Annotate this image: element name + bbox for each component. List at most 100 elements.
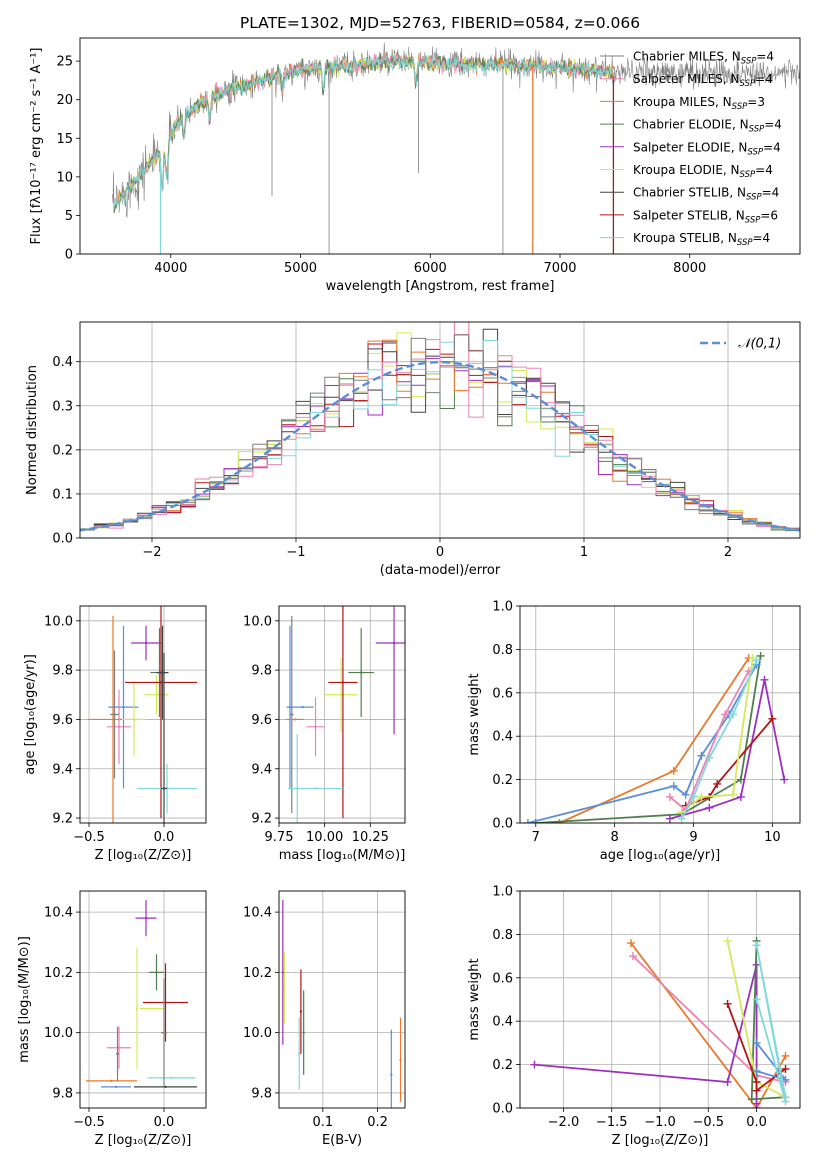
x-tick-label: 8000 <box>673 261 706 276</box>
legend-subscript: SSP <box>740 79 756 89</box>
y-axis-label: mass weight <box>467 673 482 755</box>
series-line <box>726 1003 787 1093</box>
x-axis-label: Z [log₁₀(Z/Z⊙)] <box>612 1133 709 1148</box>
series-line <box>630 942 787 1108</box>
plus-marker <box>665 814 674 823</box>
legend-label: Salpeter STELIB, NSSP=6 <box>633 208 778 225</box>
legend-label-text: Chabrier ELODIE, N <box>633 118 749 132</box>
x-tick-label: 0.2 <box>367 1115 388 1130</box>
data-point <box>283 986 286 989</box>
legend-count: =4 <box>755 72 773 86</box>
legend-label-text: Chabrier STELIB, N <box>633 186 746 200</box>
x-axis-label: age [log₁₀(age/yr)] <box>600 848 721 863</box>
plus-marker <box>705 753 714 762</box>
y-tick-label: 0.1 <box>52 487 73 502</box>
x-tick-label: 0.0 <box>154 830 175 845</box>
data-point <box>359 671 363 674</box>
plot-area <box>281 900 402 1108</box>
plus-marker <box>723 1077 732 1086</box>
y-tick-label: 1.0 <box>492 600 513 615</box>
y-axis-label: Normed distribution <box>25 365 40 495</box>
data-point <box>144 916 148 920</box>
data-point <box>111 718 115 721</box>
data-point <box>155 971 158 974</box>
plus-marker <box>677 814 686 823</box>
x-tick-label: −0.5 <box>73 1115 105 1130</box>
data-point <box>399 1058 402 1061</box>
plus-marker <box>713 779 722 788</box>
data-point <box>164 1001 167 1004</box>
plus-marker <box>768 714 777 723</box>
plus-marker <box>752 1077 761 1086</box>
plot-area <box>112 42 800 254</box>
data-point <box>162 1031 166 1034</box>
legend-label: Salpeter ELODIE, NSSP=4 <box>633 140 781 157</box>
series-line <box>681 657 754 813</box>
spectrum-model-line <box>113 53 613 213</box>
x-axis-label: wavelength [Angstrom, rest frame] <box>326 279 555 294</box>
y-tick-label: 0.3 <box>52 399 73 414</box>
x-tick-label: 2 <box>724 545 732 560</box>
y-tick-label: 10.4 <box>44 906 73 921</box>
y-tick-label: 10 <box>56 170 73 185</box>
legend-label-text: Kroupa MILES, N <box>633 95 732 109</box>
legend-label: Chabrier STELIB, NSSP=4 <box>633 186 779 203</box>
data-point <box>144 641 148 645</box>
data-point <box>150 1007 154 1010</box>
plus-marker <box>752 995 761 1004</box>
y-tick-label: 0.0 <box>52 532 73 547</box>
legend-label-text: Salpeter MILES, N <box>633 72 740 86</box>
axes-frame <box>79 605 207 824</box>
data-point <box>298 1052 301 1055</box>
plot-area <box>286 606 405 823</box>
y-tick-label: 9.4 <box>251 762 272 777</box>
plus-marker <box>669 766 678 775</box>
data-point <box>290 713 293 716</box>
x-tick-label: 9 <box>689 830 697 845</box>
x-axis-label: E(B-V) <box>322 1133 362 1148</box>
panel-massweight_vs_age: 7 8 9 10 0.0 0.2 0.4 0.6 0.8 1.0 age [log₁₀(age/yr… <box>467 600 801 863</box>
data-point <box>159 681 163 684</box>
y-axis-label: Flux [fλ10⁻¹⁷ erg cm⁻² s⁻¹ A⁻¹] <box>29 48 44 245</box>
y-tick-label: 10.2 <box>44 966 73 981</box>
y-tick-label: 0.0 <box>492 1102 513 1117</box>
y-tick-label: 9.6 <box>251 713 272 728</box>
x-tick-label: −0.5 <box>73 830 105 845</box>
data-point <box>116 1052 119 1055</box>
plus-marker <box>760 675 769 684</box>
axes-frame <box>79 890 207 1109</box>
data-point <box>299 1010 303 1013</box>
plus-marker <box>681 790 690 799</box>
legend-label: Kroupa MILES, NSSP=3 <box>633 95 765 112</box>
plus-marker <box>736 792 745 801</box>
data-point <box>314 725 317 729</box>
legend-subscript: SSP <box>732 102 748 112</box>
plus-marker <box>697 751 706 760</box>
data-point <box>114 1085 118 1089</box>
legend-count: =4 <box>764 118 782 132</box>
spectrum-model-line <box>113 54 614 210</box>
plus-marker <box>756 651 765 660</box>
y-tick-label: 10.4 <box>243 906 272 921</box>
x-tick-label: 7 <box>532 830 540 845</box>
x-axis-label: (data-model)/error <box>380 563 501 578</box>
plus-marker <box>747 1095 756 1104</box>
y-tick-label: 9.8 <box>251 664 272 679</box>
legend-subscript: SSP <box>740 170 756 180</box>
y-tick-label: 25 <box>56 55 73 70</box>
axes-frame <box>519 890 801 1109</box>
y-tick-label: 0.4 <box>492 1015 513 1030</box>
y-tick-label: 5 <box>65 209 73 224</box>
x-tick-label: 0 <box>436 545 444 560</box>
x-tick-label: −0.5 <box>692 1115 724 1130</box>
chart-title: PLATE=1302, MJD=52763, FIBERID=0584, z=0… <box>240 14 640 32</box>
plus-marker <box>669 782 678 791</box>
data-point <box>117 725 121 729</box>
panel-massweight_vs_Z: −2.0 −1.5 −1.0 −0.5 0.0 0.0 0.2 0.4 0.6 0.8 1.0 Z [… <box>467 885 801 1148</box>
y-axis-label: mass [log₁₀(M/M⊙)] <box>17 936 32 1063</box>
x-tick-label: 9.75 <box>265 830 294 845</box>
data-point <box>155 693 158 696</box>
data-point <box>392 641 396 645</box>
y-tick-label: 0.2 <box>52 443 73 458</box>
plot-area <box>86 900 197 1089</box>
